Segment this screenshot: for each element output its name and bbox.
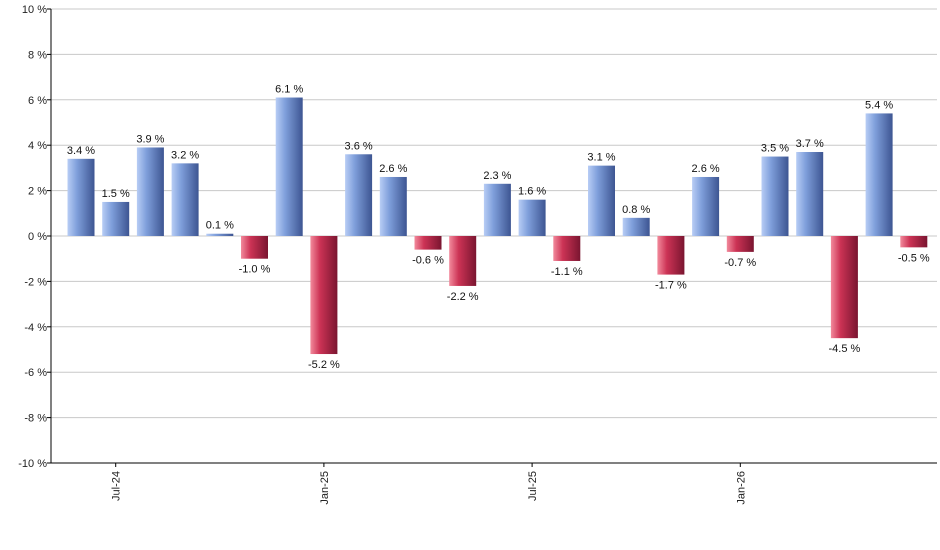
bar-value-label: -1.7 % [655,280,687,292]
bar-positive [67,158,95,236]
bar-value-label: 2.6 % [379,163,407,175]
bar-negative [900,236,928,248]
bar-positive [275,97,303,236]
bar-negative [657,236,685,275]
bar-value-label: 3.7 % [796,138,824,150]
bar-positive [796,152,824,236]
bar-value-label: 0.1 % [206,220,234,232]
bar-value-label: 3.4 % [67,145,95,157]
x-tick-label: Jul-25 [527,471,539,501]
y-tick-label: 0 % [28,231,47,243]
axes [50,9,937,464]
bar-value-label: 6.1 % [275,84,303,96]
bar-value-label: 1.5 % [102,188,130,200]
bar-positive [518,199,546,236]
bar-value-label: 0.8 % [622,204,650,216]
bar-positive [588,165,615,236]
bar-negative [414,236,442,250]
bar-positive [379,176,407,236]
bar-value-label: -0.6 % [412,255,444,267]
bar-positive [622,217,650,236]
x-tick-label: Jan-25 [319,471,331,505]
bar-positive [171,163,199,236]
data-labels: 3.4 % 1.5 % 3.9 % 3.2 % 0.1 % -1.0 % 6.1 % -5.2… [67,84,930,372]
y-tick-label: 10 % [22,4,47,16]
bars [67,97,928,355]
y-tick-label: -10 % [18,458,47,470]
bar-value-label: 2.3 % [483,170,511,182]
bar-negative [310,236,338,355]
bar-negative [241,236,268,259]
x-axis-ticks: Jul-24 Jan-25 Jul-25 Jan-26 [111,463,747,505]
y-tick-label: 2 % [28,186,47,198]
x-tick-label: Jan-26 [735,471,747,505]
y-tick-label: 6 % [28,95,47,107]
y-tick-label: 4 % [28,140,47,152]
bar-positive [345,154,373,236]
bar-value-label: 5.4 % [865,99,893,111]
bar-value-label: 3.6 % [345,140,373,152]
bar-value-label: 1.6 % [518,186,546,198]
y-tick-label: -2 % [24,276,47,288]
bar-value-label: 3.5 % [761,143,789,155]
bar-value-label: -5.2 % [308,359,340,371]
y-axis-ticks: 10 % 8 % 6 % 4 % 2 % 0 % -2 % -4 % -6 % -8 % -10 % [18,4,51,470]
bar-negative [553,236,581,261]
bar-negative [449,236,477,286]
bar-negative [726,236,754,252]
bar-value-label: -0.7 % [724,257,756,269]
bar-positive [102,201,130,236]
bar-negative [830,236,858,339]
y-tick-label: -6 % [24,367,47,379]
bar-value-label: -2.2 % [447,291,479,303]
bar-value-label: 2.6 % [692,163,720,175]
y-tick-label: 8 % [28,49,47,61]
bar-value-label: 3.9 % [136,133,164,145]
bar-positive [206,233,234,236]
bar-value-label: 3.2 % [171,149,199,161]
bar-positive [136,147,164,236]
y-tick-label: -4 % [24,322,47,334]
x-tick-label: Jul-24 [111,471,123,501]
y-tick-label: -8 % [24,413,47,425]
bar-value-label: -1.0 % [239,264,271,276]
bar-value-label: -4.5 % [829,343,861,355]
bar-value-label: -0.5 % [898,252,930,264]
bar-positive [483,183,511,236]
bar-value-label: 3.1 % [587,152,615,164]
bar-positive [692,176,720,236]
bar-value-label: -1.1 % [551,266,583,278]
bar-positive [761,156,789,236]
bar-positive [865,113,893,236]
